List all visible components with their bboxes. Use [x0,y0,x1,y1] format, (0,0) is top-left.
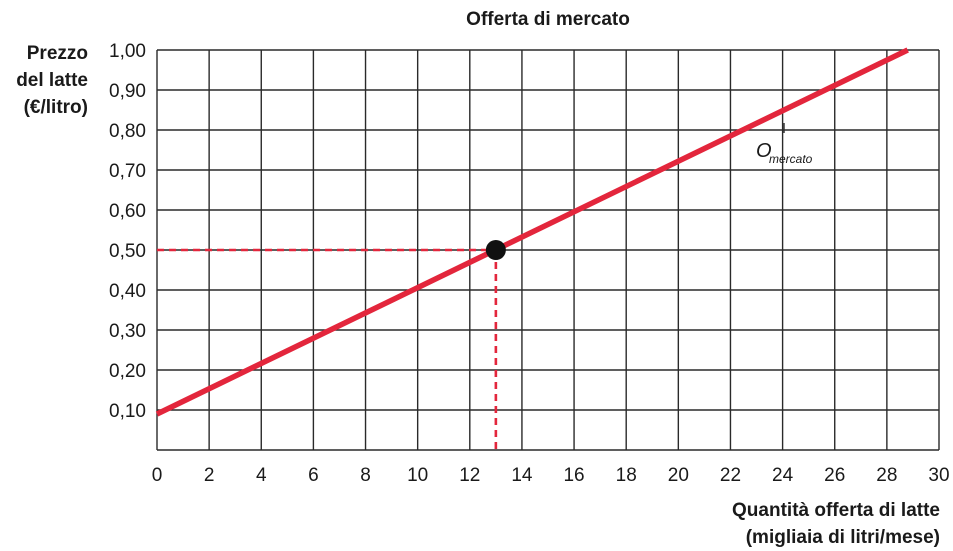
x-tick-label-3: 6 [308,465,319,486]
x-tick-label-11: 22 [720,465,741,486]
y-axis-label-line-3: (€/litro) [24,97,88,118]
x-axis-label-line-2: (migliaia di litri/mese) [746,527,940,548]
y-tick-label-5: 0,60 [109,201,146,222]
x-tick-labels: 0 2 4 6 8 10 12 14 16 18 20 22 24 26 28 30 [152,465,950,486]
x-tick-label-0: 0 [152,465,163,486]
grid [156,49,940,451]
equilibrium-point [485,240,506,260]
x-tick-label-13: 26 [824,465,845,486]
y-tick-label-2: 0,30 [109,321,146,342]
y-tick-label-3: 0,40 [109,281,146,302]
y-tick-label-1: 0,20 [109,361,146,382]
series-layer [155,47,909,417]
x-tick-label-12: 24 [772,465,794,486]
y-tick-label-6: 0,70 [109,161,146,182]
guide-lines [157,248,498,450]
x-tick-label-15: 30 [928,465,949,486]
y-axis-label-line-1: Prezzo [27,43,88,64]
x-tick-label-9: 18 [616,465,637,486]
series-label: O mercato [756,123,813,166]
x-tick-label-6: 12 [459,465,480,486]
y-tick-label-0: 0,10 [109,401,146,422]
x-axis-label-line-1: Quantità offerta di latte [732,500,940,521]
y-tick-label-7: 0,80 [109,121,146,142]
x-tick-label-1: 2 [204,465,215,486]
x-axis-label: Quantità offerta di latte (migliaia di l… [732,500,940,548]
chart-title: Offerta di mercato [466,9,630,30]
x-tick-label-14: 28 [876,465,897,486]
y-tick-labels: 0,10 0,20 0,30 0,40 0,50 0,60 0,70 0,80 0,90 1,00 [109,41,146,422]
y-tick-label-9: 1,00 [109,41,146,62]
y-axis-label-line-2: del latte [16,70,88,91]
x-tick-label-4: 8 [360,465,371,486]
x-tick-label-2: 4 [256,465,267,486]
x-tick-label-10: 20 [668,465,689,486]
series-label-main: O [756,140,772,162]
y-tick-label-4: 0,50 [109,241,146,262]
y-tick-label-8: 0,90 [109,81,146,102]
x-tick-label-5: 10 [407,465,428,486]
x-tick-label-8: 16 [563,465,584,486]
x-tick-label-7: 14 [511,465,533,486]
series-label-subscript: mercato [769,152,813,166]
series-line-0 [155,47,909,417]
y-axis-label: Prezzo del latte (€/litro) [16,43,88,118]
